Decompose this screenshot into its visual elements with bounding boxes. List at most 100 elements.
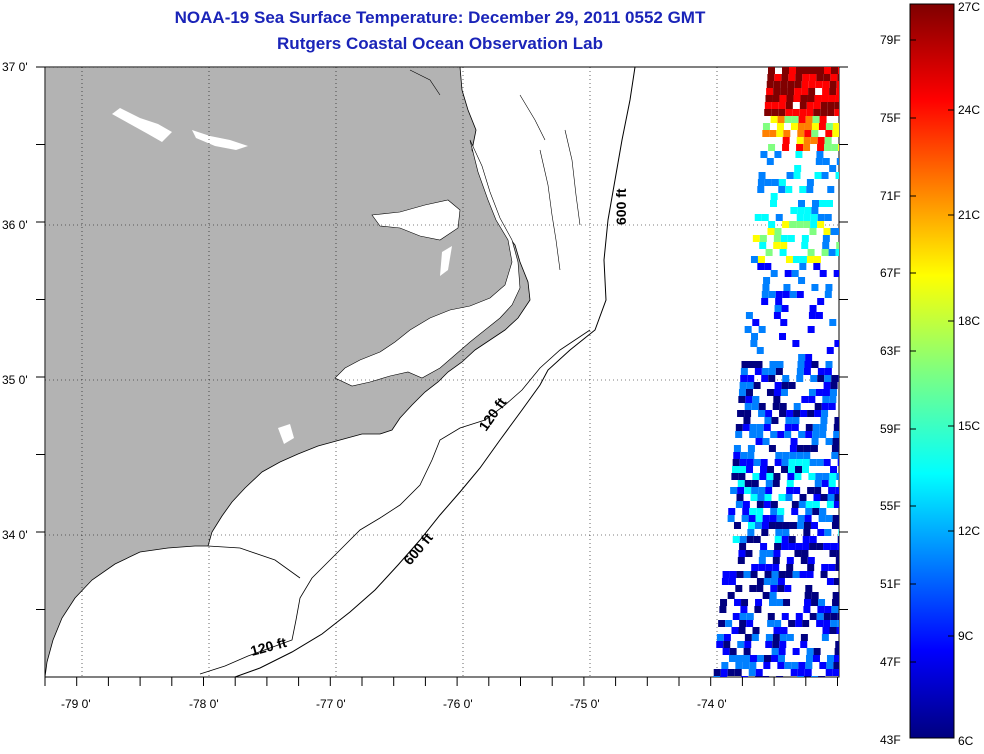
sst-pixel bbox=[836, 550, 839, 557]
sst-pixel bbox=[749, 655, 757, 662]
sst-pixel bbox=[803, 529, 811, 536]
sst-pixel bbox=[788, 536, 796, 543]
colorbar-c-label: 9C bbox=[958, 629, 974, 643]
sst-pixel bbox=[822, 473, 830, 480]
sst-pixel bbox=[786, 410, 794, 417]
sst-pixel bbox=[761, 298, 769, 305]
sst-pixel bbox=[755, 361, 763, 368]
sst-pixel bbox=[796, 144, 804, 151]
sst-pixel bbox=[766, 158, 774, 165]
sst-pixel bbox=[779, 333, 787, 340]
sst-pixel bbox=[802, 74, 810, 81]
sst-pixel bbox=[806, 179, 814, 186]
sst-pixel bbox=[778, 494, 786, 501]
sst-pixel bbox=[759, 235, 767, 242]
sst-pixel bbox=[811, 284, 819, 291]
colorbar-c-label: 21C bbox=[958, 208, 981, 222]
sst-pixel bbox=[783, 130, 791, 137]
sst-pixel bbox=[797, 123, 805, 130]
sst-pixel bbox=[791, 508, 799, 515]
sst-pixel bbox=[832, 123, 839, 130]
sst-pixel bbox=[804, 592, 812, 599]
sst-pixel bbox=[809, 74, 817, 81]
sst-pixel bbox=[828, 95, 836, 102]
sst-pixel bbox=[782, 529, 790, 536]
sst-pixel bbox=[746, 466, 754, 473]
sst-pixel bbox=[799, 102, 807, 109]
sst-pixel bbox=[753, 382, 761, 389]
sst-pixel bbox=[794, 88, 802, 95]
sst-pixel bbox=[816, 151, 824, 158]
sst-pixel bbox=[753, 536, 761, 543]
sst-pixel bbox=[747, 529, 755, 536]
lon-label: -78 0' bbox=[189, 697, 219, 711]
sst-pixel bbox=[801, 242, 809, 249]
sst-pixel bbox=[778, 571, 786, 578]
sst-pixel bbox=[831, 522, 839, 529]
sst-pixel bbox=[807, 95, 815, 102]
sst-pixel bbox=[785, 186, 793, 193]
sst-pixel bbox=[784, 585, 792, 592]
sst-pixel bbox=[775, 291, 783, 298]
sst-pixel bbox=[720, 676, 728, 677]
sst-pixel bbox=[795, 543, 803, 550]
sst-pixel bbox=[822, 235, 830, 242]
sst-pixel bbox=[805, 655, 813, 662]
sst-pixel bbox=[785, 494, 793, 501]
colorbar-f-label: 75F bbox=[880, 111, 901, 125]
colorbar-f-label: 47F bbox=[880, 655, 901, 669]
sst-pixel bbox=[796, 445, 804, 452]
sst-pixel bbox=[739, 543, 747, 550]
sst-pixel bbox=[827, 186, 835, 193]
sst-pixel bbox=[786, 634, 794, 641]
sst-pixel bbox=[755, 669, 763, 676]
sst-pixel bbox=[808, 473, 816, 480]
sst-pixel bbox=[811, 361, 819, 368]
sst-pixel bbox=[808, 88, 816, 95]
sst-pixel bbox=[825, 438, 833, 445]
sst-pixel bbox=[746, 459, 754, 466]
sst-pixel bbox=[762, 515, 770, 522]
sst-pixel bbox=[777, 655, 785, 662]
sst-pixel bbox=[741, 515, 749, 522]
sst-pixel bbox=[792, 109, 800, 116]
sst-pixel bbox=[768, 368, 776, 375]
sst-pixel bbox=[760, 466, 768, 473]
sst-pixel bbox=[765, 410, 773, 417]
sst-pixel bbox=[768, 375, 776, 382]
sst-pixel bbox=[824, 144, 832, 151]
sst-pixel bbox=[799, 263, 807, 270]
sst-pixel bbox=[740, 452, 748, 459]
sst-pixel bbox=[805, 662, 813, 669]
sst-pixel bbox=[822, 158, 830, 165]
sst-pixel bbox=[777, 116, 785, 123]
sst-pixel bbox=[742, 508, 750, 515]
sst-pixel bbox=[820, 571, 828, 578]
sst-pixel bbox=[784, 431, 792, 438]
sst-pixel bbox=[824, 214, 832, 221]
sst-pixel bbox=[788, 620, 796, 627]
lat-label: 36 0' bbox=[2, 218, 28, 232]
sst-pixel bbox=[822, 242, 830, 249]
sst-pixel bbox=[793, 95, 801, 102]
sst-pixel bbox=[833, 431, 839, 438]
sst-pixel bbox=[745, 312, 753, 319]
sst-pixel bbox=[826, 200, 834, 207]
sst-pixel bbox=[801, 550, 809, 557]
sst-pixel bbox=[805, 501, 813, 508]
sst-pixel bbox=[791, 116, 799, 123]
sst-pixel bbox=[837, 536, 839, 543]
sst-pixel bbox=[757, 494, 765, 501]
sst-pixel bbox=[756, 501, 764, 508]
sst-pixel bbox=[794, 550, 802, 557]
sst-pixel bbox=[821, 480, 829, 487]
sst-pixel bbox=[766, 389, 774, 396]
sst-pixel bbox=[782, 144, 790, 151]
sst-pixel bbox=[836, 242, 839, 249]
colorbar-f-label: 55F bbox=[880, 499, 901, 513]
sst-pixel bbox=[820, 494, 828, 501]
sst-pixel bbox=[761, 291, 769, 298]
sst-pixel bbox=[806, 571, 814, 578]
sst-pixel bbox=[753, 459, 761, 466]
sst-pixel bbox=[769, 592, 777, 599]
